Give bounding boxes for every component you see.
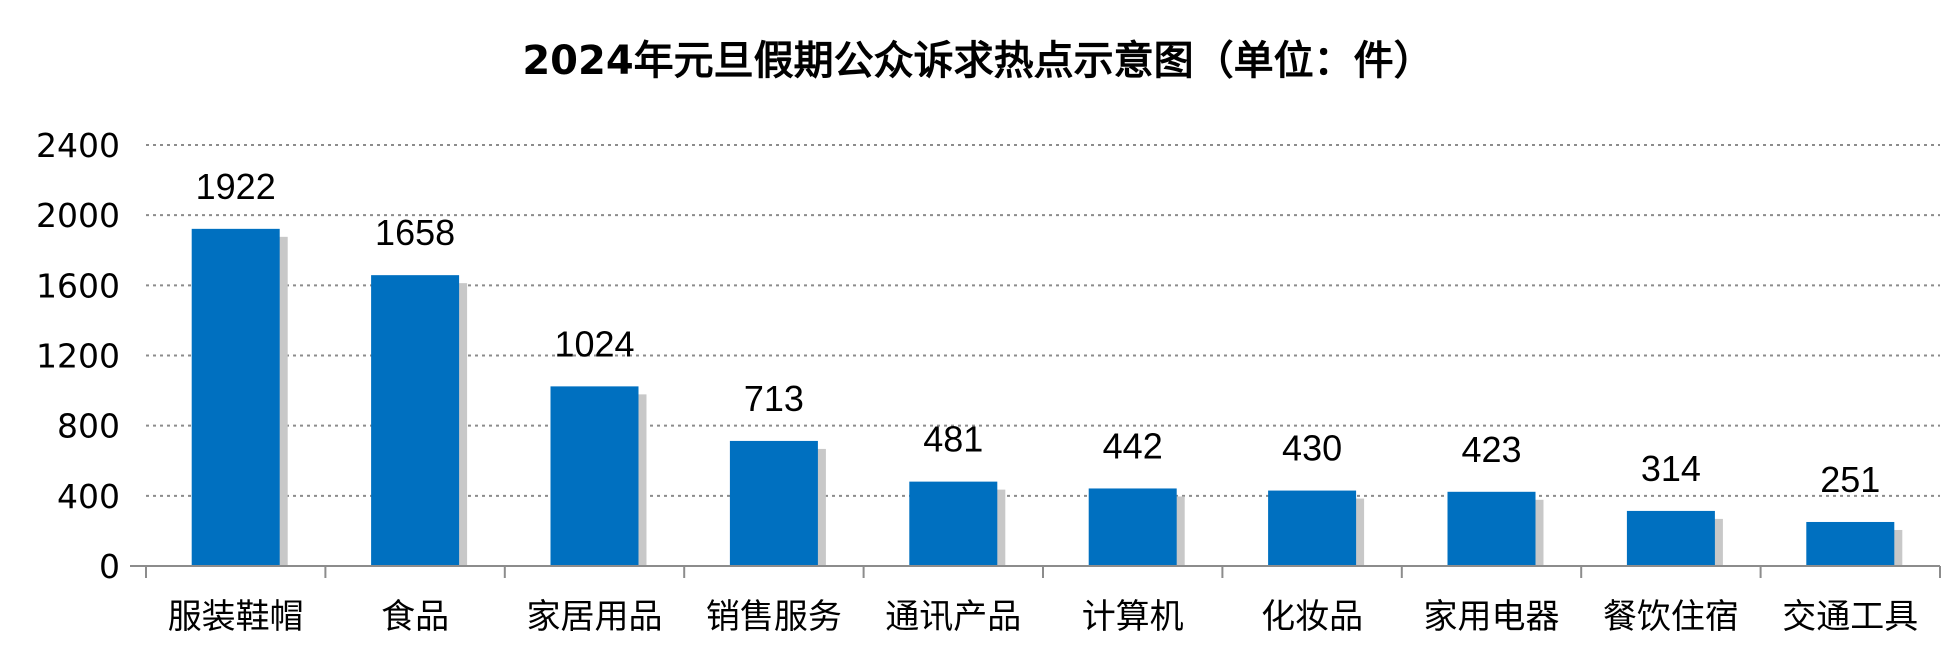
x-category-label: 化妆品 bbox=[1261, 597, 1363, 637]
x-category-label: 交通工具 bbox=[1782, 597, 1918, 637]
x-category-label: 食品 bbox=[381, 597, 449, 637]
x-category-label: 家用电器 bbox=[1424, 597, 1560, 637]
data-label: 1658 bbox=[375, 212, 455, 253]
chart-title: 2024年元旦假期公众诉求热点示意图（单位：件） bbox=[522, 38, 1433, 84]
y-axis-tick-labels: 0 400 800 1200 1600 2000 2400 bbox=[36, 126, 120, 586]
data-label: 713 bbox=[744, 378, 804, 419]
x-axis-category-labels: 服装鞋帽 食品 家居用品 销售服务 通讯产品 计算机 化妆品 家用电器 餐饮住宿 交通工具 bbox=[168, 597, 1919, 637]
x-category-label: 计算机 bbox=[1082, 597, 1184, 637]
x-axis bbox=[130, 565, 1941, 578]
data-labels: 1922 1658 1024 713 481 442 430 423 314 251 bbox=[196, 166, 1881, 500]
x-category-label: 服装鞋帽 bbox=[168, 597, 304, 637]
bar bbox=[1626, 510, 1715, 566]
x-category-label: 销售服务 bbox=[706, 597, 842, 637]
bar bbox=[1806, 521, 1895, 566]
data-label: 442 bbox=[1103, 425, 1163, 466]
data-label: 481 bbox=[923, 419, 983, 460]
y-tick-label: 800 bbox=[57, 407, 120, 446]
y-tick-label: 2400 bbox=[36, 126, 120, 165]
x-category-label: 通讯产品 bbox=[885, 597, 1021, 637]
y-tick-label: 400 bbox=[57, 477, 120, 516]
bar bbox=[191, 228, 280, 566]
x-category-label: 餐饮住宿 bbox=[1603, 597, 1739, 637]
y-tick-label: 0 bbox=[99, 547, 120, 586]
data-label: 423 bbox=[1461, 429, 1521, 470]
x-category-label: 家居用品 bbox=[527, 597, 663, 637]
bar bbox=[1447, 491, 1536, 566]
y-tick-label: 2000 bbox=[36, 196, 120, 235]
data-label: 1024 bbox=[554, 323, 634, 364]
data-label: 314 bbox=[1641, 448, 1701, 489]
bar bbox=[550, 386, 639, 566]
bar bbox=[909, 481, 998, 566]
y-tick-label: 1200 bbox=[36, 337, 120, 376]
data-label: 1922 bbox=[196, 166, 276, 207]
bar bbox=[1268, 490, 1357, 566]
bars bbox=[191, 228, 1903, 566]
bar bbox=[1088, 488, 1177, 566]
data-label: 430 bbox=[1282, 428, 1342, 469]
bar bbox=[371, 275, 460, 566]
data-label: 251 bbox=[1820, 459, 1880, 500]
y-tick-label: 1600 bbox=[36, 266, 120, 305]
bar bbox=[729, 440, 818, 566]
gridlines bbox=[146, 144, 1940, 497]
